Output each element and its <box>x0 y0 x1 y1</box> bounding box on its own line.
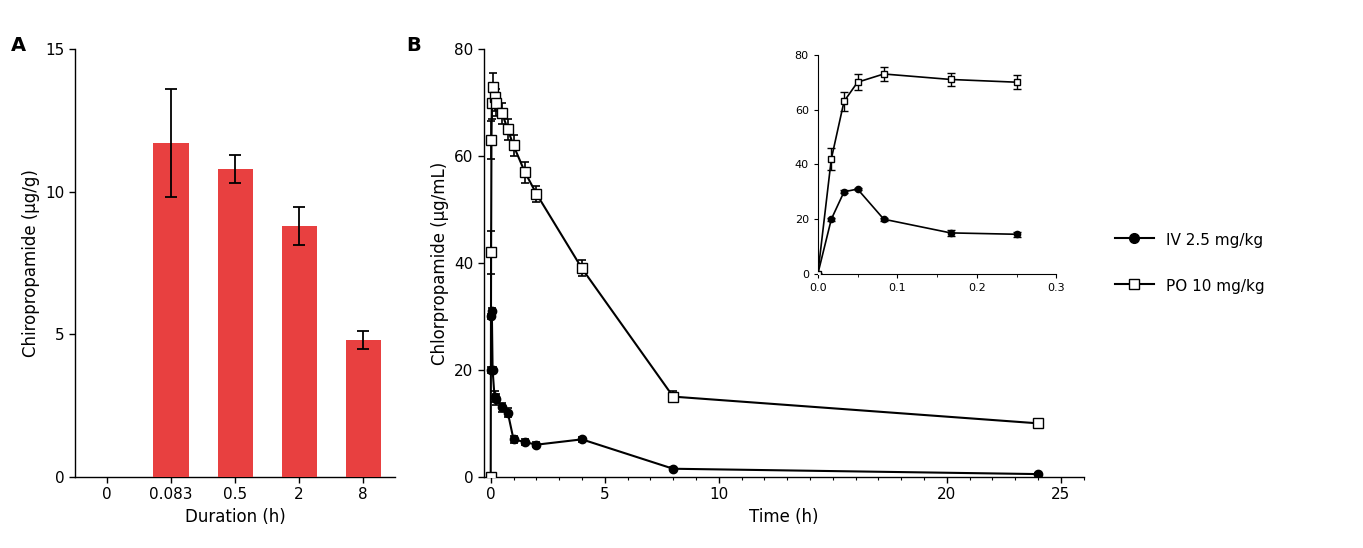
X-axis label: Time (h): Time (h) <box>750 508 818 526</box>
Text: A: A <box>11 37 26 55</box>
Bar <box>346 340 380 477</box>
X-axis label: Duration (h): Duration (h) <box>185 508 285 526</box>
Bar <box>218 169 252 477</box>
Bar <box>282 226 316 477</box>
Text: B: B <box>406 37 421 55</box>
Legend: IV 2.5 mg/kg, PO 10 mg/kg: IV 2.5 mg/kg, PO 10 mg/kg <box>1109 225 1270 301</box>
Y-axis label: Chiropropamide (μg/g): Chiropropamide (μg/g) <box>22 169 40 357</box>
Bar <box>154 144 188 477</box>
Y-axis label: Chlorpropamide (μg/mL): Chlorpropamide (μg/mL) <box>431 162 448 364</box>
